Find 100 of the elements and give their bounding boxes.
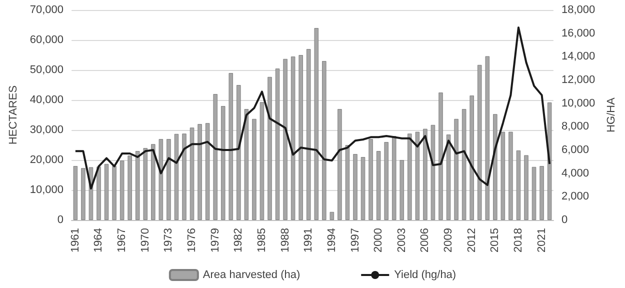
bar bbox=[493, 114, 498, 220]
x-tick-label: 2012 bbox=[466, 228, 478, 252]
x-tick-label: 2009 bbox=[442, 228, 455, 252]
bar bbox=[408, 134, 412, 220]
bar bbox=[547, 102, 552, 220]
bar bbox=[135, 151, 140, 220]
bar bbox=[524, 155, 528, 220]
bar bbox=[213, 94, 218, 220]
y2-tick-label: 18,000 bbox=[561, 4, 596, 16]
x-tick-label: 1961 bbox=[69, 228, 82, 252]
bar bbox=[500, 132, 506, 220]
y-tick-label: 40,000 bbox=[30, 94, 64, 106]
y2-axis-title: HG/HA bbox=[606, 96, 618, 132]
y2-tick-label: 8,000 bbox=[561, 120, 589, 133]
y-tick-label: 30,000 bbox=[30, 124, 64, 136]
bar bbox=[182, 134, 186, 220]
y-tick-label: 70,000 bbox=[30, 4, 64, 16]
bar bbox=[368, 139, 373, 220]
bar bbox=[166, 139, 171, 220]
bar bbox=[322, 61, 326, 220]
bar bbox=[338, 109, 342, 220]
bar bbox=[198, 124, 202, 220]
x-tick-label: 1991 bbox=[302, 228, 315, 252]
bar bbox=[392, 136, 396, 220]
bar bbox=[384, 142, 388, 220]
bar bbox=[174, 134, 179, 220]
bar bbox=[283, 58, 288, 220]
bar bbox=[143, 148, 148, 220]
bar bbox=[400, 160, 404, 220]
x-tick-label: 1994 bbox=[326, 228, 338, 252]
y-tick-label: 10,000 bbox=[30, 184, 64, 196]
bar bbox=[516, 150, 521, 220]
y2-tick-label: 2,000 bbox=[561, 190, 589, 203]
bar bbox=[96, 166, 101, 220]
bar bbox=[508, 132, 513, 220]
bar bbox=[298, 55, 303, 220]
bar bbox=[415, 132, 420, 220]
bar bbox=[104, 164, 109, 220]
line-series bbox=[74, 26, 551, 190]
bar bbox=[236, 85, 241, 220]
y-tick-label: 50,000 bbox=[30, 64, 64, 76]
y2-tick-label: 16,000 bbox=[561, 27, 596, 40]
legend-label: Yield (hg/ha) bbox=[394, 269, 456, 281]
bar bbox=[540, 166, 544, 220]
bar bbox=[470, 96, 474, 220]
y2-tick-label: 12,000 bbox=[561, 74, 596, 86]
bar bbox=[244, 109, 249, 220]
x-tick-label: 1982 bbox=[232, 228, 245, 252]
bar bbox=[477, 64, 482, 220]
y-tick-label: 0 bbox=[57, 214, 64, 226]
x-tick-label: 1976 bbox=[186, 228, 198, 252]
x-tick-label: 2015 bbox=[489, 228, 502, 252]
x-tick-label: 1997 bbox=[349, 228, 362, 252]
bar bbox=[454, 118, 458, 220]
bar bbox=[151, 144, 156, 220]
bar bbox=[423, 128, 428, 220]
bar bbox=[306, 49, 311, 220]
bar bbox=[376, 151, 381, 220]
bar bbox=[81, 168, 86, 220]
y2-tick-label: 0 bbox=[561, 214, 568, 226]
bar bbox=[252, 118, 256, 220]
bar bbox=[73, 166, 78, 220]
bar bbox=[290, 56, 296, 220]
x-tick-label: 1985 bbox=[256, 228, 268, 252]
x-tick-label: 1973 bbox=[162, 228, 175, 252]
bar bbox=[268, 76, 272, 220]
y-tick-label: 20,000 bbox=[30, 154, 64, 166]
bar bbox=[158, 139, 164, 220]
x-tick-label: 2021 bbox=[536, 228, 548, 252]
y2-tick-label: 10,000 bbox=[561, 97, 596, 110]
y2-tick-label: 4,000 bbox=[561, 167, 589, 180]
bar bbox=[345, 145, 350, 220]
x-tick-label: 2000 bbox=[372, 228, 385, 252]
x-tick-label: 1964 bbox=[92, 228, 105, 252]
x-tick-label: 1970 bbox=[139, 228, 152, 252]
bar bbox=[330, 212, 334, 220]
x-tick-label: 2018 bbox=[512, 228, 524, 252]
bar bbox=[438, 92, 443, 220]
bar bbox=[353, 154, 358, 220]
bar bbox=[485, 56, 490, 220]
y2-tick-label: 14,000 bbox=[561, 50, 596, 63]
y2-tick-label: 6,000 bbox=[561, 144, 589, 156]
y-tick-label: 60,000 bbox=[30, 34, 64, 46]
bar bbox=[128, 156, 132, 220]
bar bbox=[228, 73, 234, 220]
bar bbox=[314, 28, 319, 220]
x-tick-label: 2006 bbox=[419, 228, 432, 252]
bar bbox=[112, 166, 116, 220]
bar bbox=[462, 109, 466, 220]
x-tick-label: 2003 bbox=[396, 228, 408, 252]
bar bbox=[120, 160, 124, 220]
x-tick-label: 1988 bbox=[279, 228, 292, 252]
x-tick-label: 1967 bbox=[116, 228, 128, 252]
bar bbox=[220, 106, 226, 220]
bar bbox=[260, 102, 264, 220]
x-tick-label: 1979 bbox=[209, 228, 222, 252]
legend-label: Area harvested (ha) bbox=[202, 269, 300, 281]
bar bbox=[275, 68, 280, 220]
bar bbox=[532, 166, 536, 220]
y-axis-title: HECTARES bbox=[8, 85, 20, 145]
